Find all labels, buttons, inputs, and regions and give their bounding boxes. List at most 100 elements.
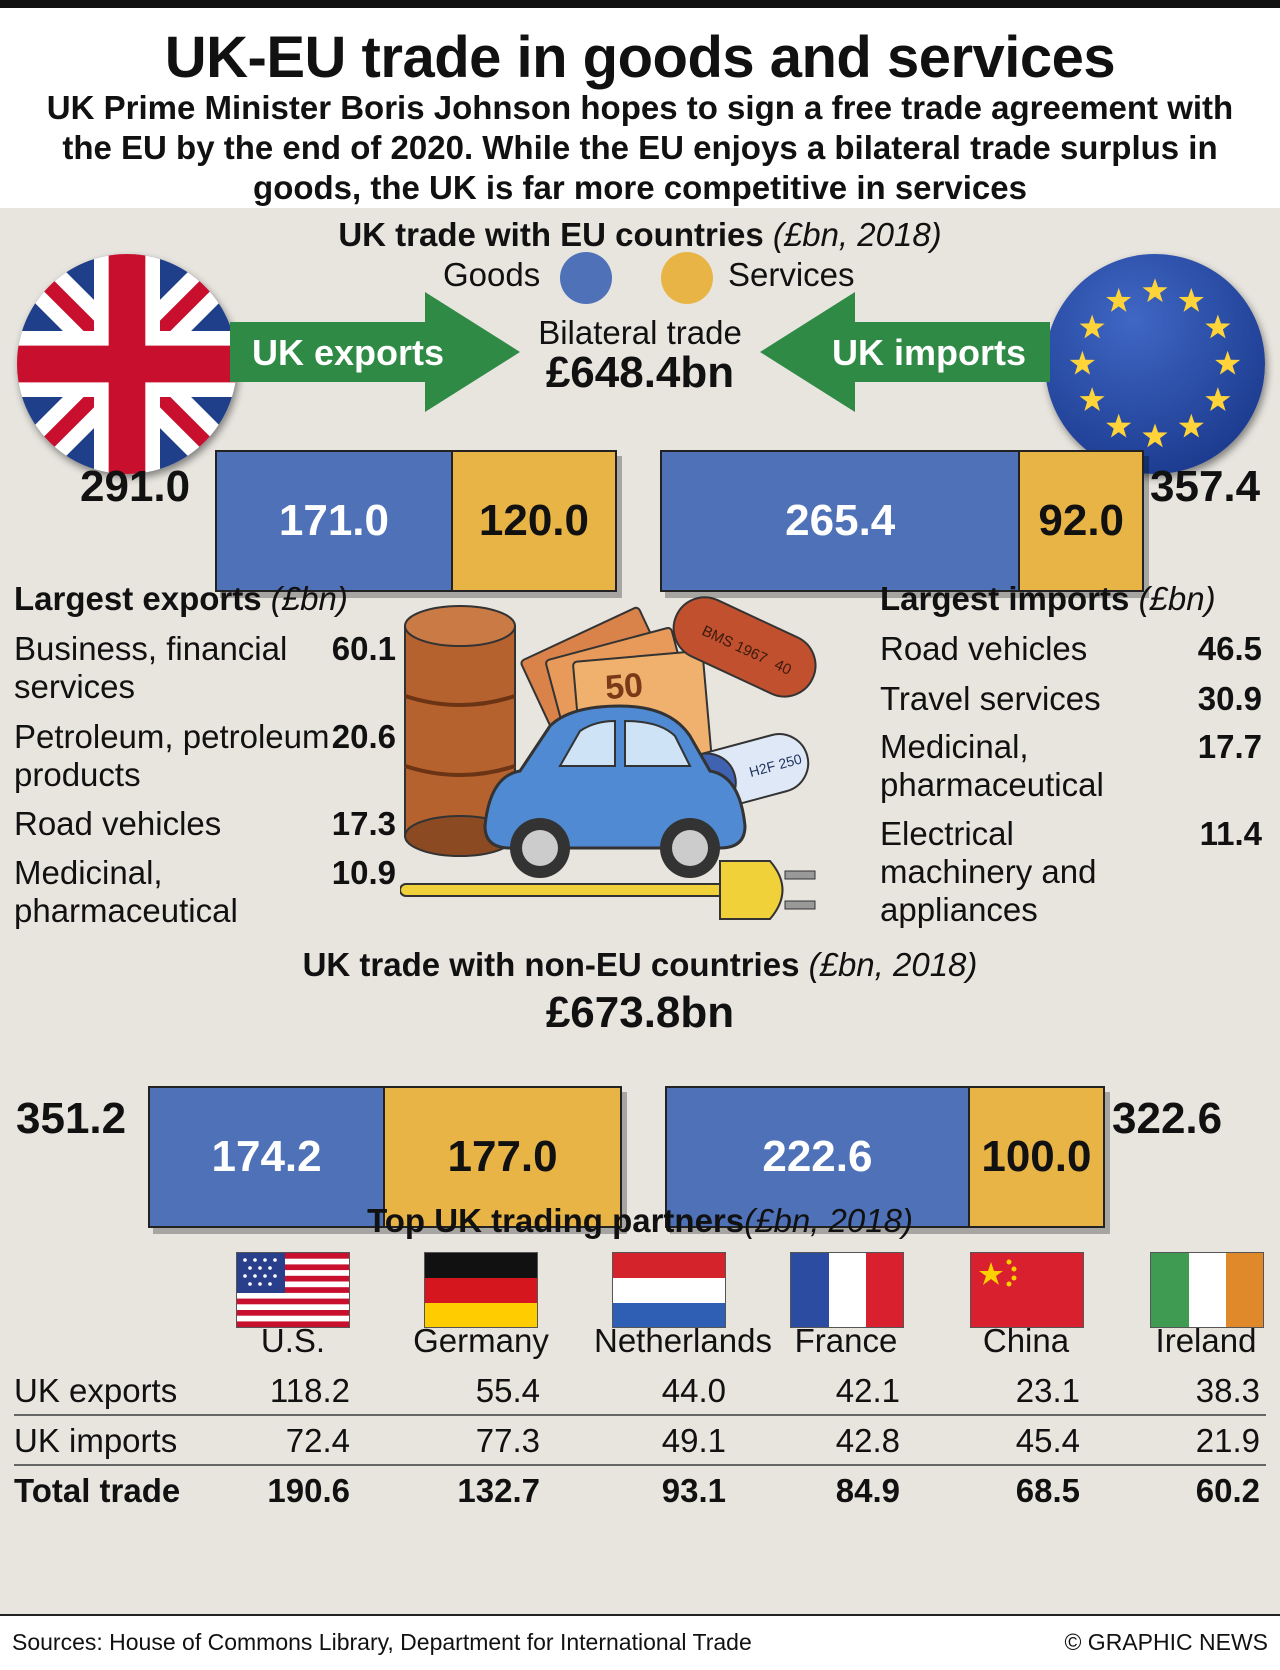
ireland-flag-icon — [1150, 1252, 1264, 1328]
eu-star — [1205, 314, 1231, 339]
china-flag-icon — [970, 1252, 1084, 1328]
germany-flag-icon — [424, 1252, 538, 1328]
largest-imports-unit: (£bn) — [1138, 580, 1216, 617]
eu-exports-total: 291.0 — [80, 462, 191, 511]
imports-cell: 72.4 — [285, 1422, 350, 1459]
imports-arrow — [760, 292, 1050, 412]
country-name: Netherlands — [594, 1322, 772, 1359]
exports-cell: 42.1 — [835, 1372, 900, 1409]
export-item-value: 17.3 — [331, 805, 396, 842]
eu-star — [1079, 387, 1105, 411]
bilateral-trade-value: £648.4bn — [545, 348, 735, 397]
import-item-label: Road vehicles — [880, 630, 1088, 667]
export-item-label: Road vehicles — [14, 805, 222, 842]
exports-cell: 55.4 — [475, 1372, 540, 1409]
imports-arrow-label: UK imports — [832, 332, 1027, 373]
export-item-value: 60.1 — [331, 630, 396, 667]
non-eu-imports-goods-segment: 222.6 — [667, 1088, 968, 1226]
non-eu-exports-goods-segment: 174.2 — [150, 1088, 384, 1226]
eu-star — [1178, 287, 1204, 312]
country-name: U.S. — [260, 1322, 326, 1359]
bilateral-trade-label: Bilateral trade — [538, 314, 742, 351]
import-item-label: Medicinal, pharmaceutical — [880, 728, 1104, 803]
eu-imports-goods-segment: 265.4 — [662, 452, 1019, 590]
total-cell: 68.5 — [1015, 1472, 1080, 1509]
exports-arrow — [230, 292, 520, 412]
car-icon — [483, 704, 747, 878]
largest-imports-title-text: Largest imports — [880, 580, 1130, 617]
import-item-value: 17.7 — [1197, 728, 1262, 765]
export-item-value: 20.6 — [331, 718, 396, 755]
eu-exports-services-segment: 120.0 — [450, 452, 615, 590]
eu-star — [1142, 278, 1168, 303]
non-eu-imports-bar: 222.6 100.0 — [665, 1086, 1105, 1228]
country-name: Ireland — [1155, 1322, 1257, 1359]
table-divider — [14, 1414, 1266, 1416]
partners-title: Top UK trading partners(£bn, 2018) — [0, 1202, 1280, 1240]
row-label-total: Total trade — [14, 1472, 181, 1509]
total-cell: 84.9 — [835, 1472, 900, 1509]
country-name: France — [794, 1322, 898, 1359]
export-item-label: Petroleum, petroleum products — [14, 718, 330, 793]
total-cell: 190.6 — [267, 1472, 350, 1509]
non-eu-imports-services-segment: 100.0 — [967, 1088, 1103, 1226]
sources-text: Sources: House of Commons Library, Depar… — [12, 1629, 752, 1655]
imports-cell: 45.4 — [1015, 1422, 1080, 1459]
largest-exports-title: Largest exports (£bn) — [14, 580, 348, 618]
netherlands-flag-icon — [612, 1252, 726, 1328]
exports-arrow-label: UK exports — [252, 332, 445, 373]
eu-imports-bar: 265.4 92.0 — [660, 450, 1144, 592]
total-cell: 93.1 — [661, 1472, 726, 1509]
imports-cell: 77.3 — [475, 1422, 540, 1459]
partners-title-unit: (£bn, 2018) — [744, 1202, 913, 1239]
non-eu-title-text: UK trade with non-EU countries — [302, 946, 800, 983]
us-flag-icon — [236, 1252, 350, 1328]
banknote-value: 50 — [604, 666, 645, 707]
eu-exports-bar: 171.0 120.0 — [215, 450, 617, 592]
import-item-value: 11.4 — [1199, 815, 1262, 852]
plug-icon — [400, 860, 816, 920]
exports-cell: 38.3 — [1195, 1372, 1260, 1409]
eu-title-unit: (£bn, 2018) — [772, 216, 942, 253]
non-eu-imports-total: 322.6 — [1112, 1094, 1223, 1143]
eu-star — [1178, 413, 1204, 438]
row-label-exports: UK exports — [14, 1372, 178, 1409]
export-item-value: 10.9 — [331, 854, 396, 891]
eu-title-text: UK trade with EU countries — [338, 216, 764, 253]
eu-star — [1142, 423, 1168, 448]
top-rule — [0, 0, 1280, 8]
pill-icon: BMS 1967 40 — [672, 596, 817, 698]
header: UK-EU trade in goods and services UK Pri… — [0, 8, 1280, 208]
import-item-label: Travel services — [880, 680, 1101, 717]
imports-cell: 21.9 — [1195, 1422, 1260, 1459]
eu-section-title: UK trade with EU countries (£bn, 2018) — [0, 216, 1280, 254]
eu-star — [1079, 314, 1105, 339]
eu-flag-icon — [1045, 254, 1265, 474]
page-subtitle: UK Prime Minister Boris Johnson hopes to… — [46, 89, 1234, 206]
exports-cell: 118.2 — [269, 1372, 350, 1409]
non-eu-exports-services-segment: 177.0 — [383, 1088, 620, 1226]
row-label-imports: UK imports — [14, 1422, 178, 1459]
non-eu-exports-bar: 174.2 177.0 — [148, 1086, 622, 1228]
non-eu-section-title: UK trade with non-EU countries (£bn, 201… — [0, 946, 1280, 984]
total-cell: 132.7 — [457, 1472, 540, 1509]
france-flag-icon — [790, 1252, 904, 1328]
legend-services-label: Services — [728, 256, 855, 293]
content-panel: UK trade with EU countries (£bn, 2018) G… — [0, 208, 1280, 1614]
imports-cell: 42.8 — [835, 1422, 900, 1459]
page-title: UK-EU trade in goods and services — [164, 25, 1116, 90]
uk-flag-icon — [17, 254, 237, 474]
largest-exports-title-text: Largest exports — [14, 580, 262, 617]
total-cell: 60.2 — [1195, 1472, 1260, 1509]
import-item-label: Electrical machinery and appliances — [880, 815, 1097, 928]
import-item-value: 46.5 — [1197, 630, 1262, 667]
imports-cell: 49.1 — [661, 1422, 726, 1459]
eu-star — [1106, 413, 1132, 438]
eu-imports-services-segment: 92.0 — [1018, 452, 1142, 590]
eu-star — [1205, 387, 1231, 411]
credit-text: © GRAPHIC NEWS — [1064, 1629, 1268, 1655]
largest-exports-unit: (£bn) — [270, 580, 348, 617]
pill-number: 40 — [772, 656, 794, 678]
trade-goods-illustration: 50 BMS 1967 40 H2F 250 — [400, 596, 817, 920]
